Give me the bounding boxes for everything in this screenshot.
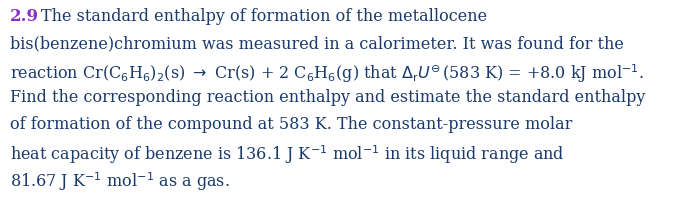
Text: bis(benzene)chromium was measured in a calorimeter. It was found for the: bis(benzene)chromium was measured in a c…: [10, 35, 624, 52]
Text: reaction Cr(C$_6$H$_6$)$_2$(s) $\rightarrow$ Cr(s) + 2 C$_6$H$_6$(g) that $\Delt: reaction Cr(C$_6$H$_6$)$_2$(s) $\rightar…: [10, 62, 644, 85]
Text: 81.67 J K$^{-1}$ mol$^{-1}$ as a gas.: 81.67 J K$^{-1}$ mol$^{-1}$ as a gas.: [10, 170, 230, 193]
Text: of formation of the compound at 583 K. The constant-pressure molar: of formation of the compound at 583 K. T…: [10, 116, 573, 133]
Text: The standard enthalpy of formation of the metallocene: The standard enthalpy of formation of th…: [41, 8, 487, 25]
Text: 2.9: 2.9: [10, 8, 39, 25]
Text: Find the corresponding reaction enthalpy and estimate the standard enthalpy: Find the corresponding reaction enthalpy…: [10, 89, 646, 106]
Text: heat capacity of benzene is 136.1 J K$^{-1}$ mol$^{-1}$ in its liquid range and: heat capacity of benzene is 136.1 J K$^{…: [10, 143, 565, 166]
